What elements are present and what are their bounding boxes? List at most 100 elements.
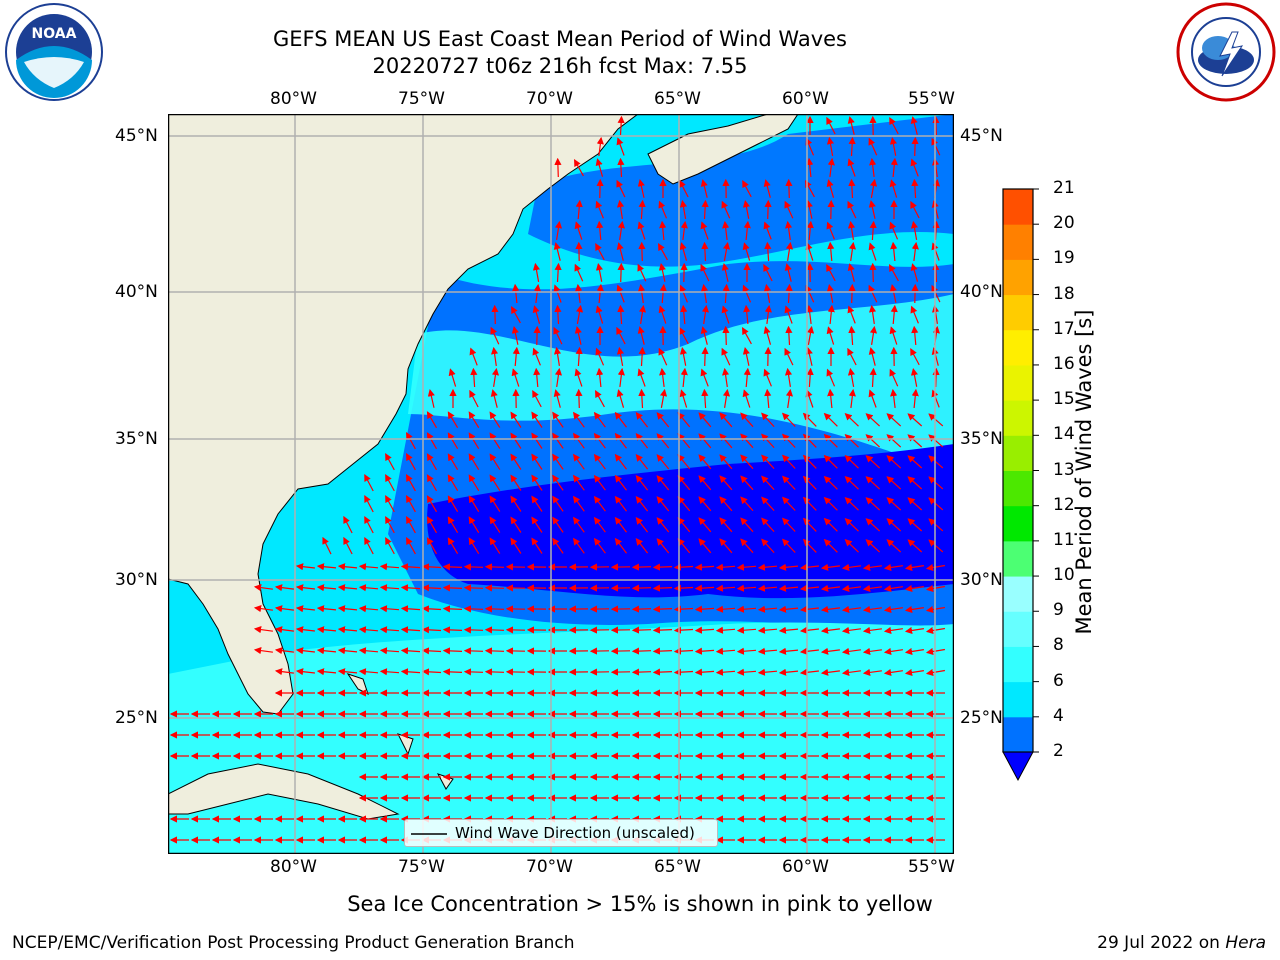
- wind-wave-arrow: [511, 368, 520, 387]
- wind-wave-arrow: [761, 475, 775, 491]
- wind-wave-arrow: [722, 325, 730, 346]
- wind-wave-arrow: [463, 584, 484, 592]
- wind-wave-arrow: [531, 474, 543, 491]
- wind-wave-arrow: [784, 347, 794, 366]
- wind-wave-arrow: [659, 367, 667, 387]
- wind-wave-arrow: [679, 389, 688, 408]
- wind-wave-arrow: [806, 304, 814, 324]
- wind-wave-arrow: [484, 626, 505, 634]
- wind-wave-arrow: [406, 453, 416, 471]
- wind-wave-arrow: [322, 536, 332, 555]
- wind-wave-arrow: [826, 368, 836, 387]
- wind-wave-arrow: [593, 537, 606, 554]
- footer-date: 29 Jul 2022 on: [1097, 933, 1226, 953]
- colorbar-extend-triangle: [1002, 751, 1034, 782]
- wind-wave-arrow: [698, 412, 712, 428]
- wind-wave-arrow: [490, 389, 498, 408]
- wind-wave-arrow: [426, 537, 438, 555]
- wind-wave-arrow: [617, 220, 625, 240]
- wind-wave-arrow: [677, 454, 691, 470]
- wind-wave-arrow: [614, 432, 627, 449]
- wind-wave-arrow: [907, 476, 923, 490]
- wind-wave-arrow: [799, 584, 819, 592]
- colorbar-segment: [1003, 576, 1033, 612]
- colorbar-segment: [1003, 681, 1033, 718]
- wind-wave-arrow: [616, 326, 626, 345]
- wind-wave-arrow: [799, 668, 819, 676]
- wind-wave-arrow: [616, 242, 624, 261]
- map-plot: [168, 114, 954, 854]
- wind-wave-arrow: [635, 432, 649, 449]
- wind-wave-arrow: [532, 305, 541, 324]
- wind-wave-arrow: [489, 453, 501, 470]
- wind-wave-arrow: [531, 432, 543, 449]
- wind-wave-arrow: [316, 647, 337, 655]
- wind-wave-arrow: [844, 538, 859, 553]
- wind-wave-arrow: [596, 220, 604, 241]
- wind-wave-arrow: [719, 454, 733, 470]
- wind-wave-arrow: [719, 475, 733, 491]
- wind-wave-arrow: [595, 305, 604, 324]
- wind-wave-arrow: [553, 389, 561, 408]
- colorbar-segment: [1003, 646, 1033, 683]
- wind-wave-arrow: [844, 517, 859, 532]
- wind-wave-arrow: [823, 496, 838, 511]
- wind-wave-arrow: [925, 668, 945, 677]
- wind-wave-arrow: [847, 305, 856, 324]
- wind-wave-arrow: [552, 537, 564, 554]
- wind-wave-arrow: [841, 647, 861, 655]
- wind-wave-arrow: [468, 495, 480, 513]
- wind-wave-arrow: [379, 563, 400, 571]
- wind-wave-arrow: [656, 475, 670, 491]
- wind-wave-arrow: [575, 283, 583, 303]
- wind-wave-arrow: [721, 347, 731, 366]
- wind-wave-arrow: [463, 563, 484, 571]
- wind-wave-arrow: [337, 605, 358, 613]
- wind-wave-arrow: [701, 388, 709, 409]
- lon-label-bottom-70w: 70°W: [526, 857, 573, 877]
- wind-wave-arrow: [274, 647, 294, 655]
- wind-wave-arrow: [638, 199, 646, 220]
- wind-wave-arrow: [421, 605, 442, 613]
- wind-wave-arrow: [764, 304, 772, 324]
- wind-wave-arrow: [489, 474, 501, 491]
- colorbar-tick-label: 6: [1053, 670, 1064, 691]
- wind-wave-arrow: [883, 563, 903, 571]
- wind-wave-arrow: [593, 516, 606, 533]
- wind-wave-arrow: [848, 136, 856, 157]
- wind-wave-arrow: [447, 495, 459, 513]
- wind-wave-arrow: [701, 304, 709, 324]
- wind-wave-arrow: [614, 516, 627, 533]
- wind-wave-arrow: [575, 199, 583, 220]
- wind-wave-arrow: [635, 495, 649, 512]
- wind-wave-arrow: [781, 412, 796, 427]
- wind-wave-arrow: [637, 368, 646, 387]
- wind-wave-arrow: [295, 668, 315, 676]
- wind-wave-arrow: [358, 605, 379, 613]
- wind-wave-arrow: [442, 626, 463, 634]
- wind-wave-arrow: [844, 496, 859, 511]
- wind-wave-arrow: [659, 220, 667, 241]
- wind-wave-arrow: [400, 647, 421, 655]
- wind-wave-arrow: [575, 304, 584, 325]
- wind-wave-arrow: [468, 411, 480, 429]
- chart-title: GEFS MEAN US East Coast Mean Period of W…: [273, 27, 847, 51]
- wind-wave-arrow: [805, 389, 814, 408]
- wind-wave-arrow: [463, 647, 484, 655]
- wind-wave-arrow: [736, 668, 757, 676]
- wind-wave-arrow: [274, 668, 294, 676]
- wind-wave-arrow: [904, 647, 924, 656]
- wind-wave-arrow: [907, 434, 923, 448]
- wind-wave-arrow: [656, 412, 670, 428]
- wind-wave-arrow: [484, 563, 505, 571]
- colorbar-tick-label: 20: [1053, 213, 1075, 234]
- wind-wave-arrow: [343, 515, 353, 534]
- wind-wave-arrow: [907, 413, 923, 427]
- wind-wave-arrow: [862, 668, 882, 676]
- wind-wave-arrow: [400, 626, 421, 634]
- wind-wave-arrow: [253, 647, 273, 655]
- wind-wave-arrow: [575, 388, 583, 409]
- wind-wave-arrow: [904, 605, 924, 614]
- wind-wave-arrow: [572, 495, 585, 512]
- wind-wave-arrow: [406, 495, 416, 513]
